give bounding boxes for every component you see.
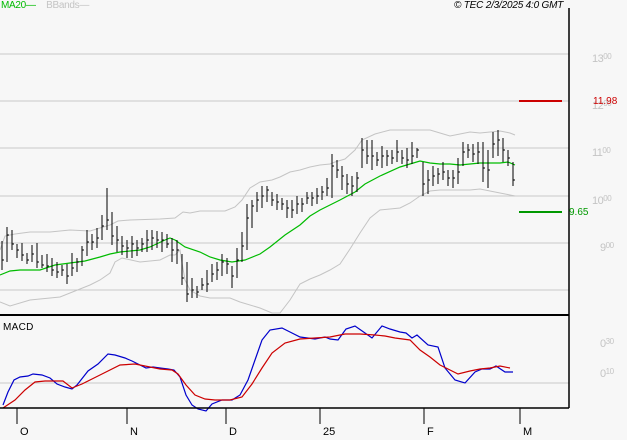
macd-axis-label-010: 010 <box>600 367 614 380</box>
macd-line <box>2 325 513 412</box>
x-axis-label-2025: 25 <box>323 426 336 438</box>
x-axis-label-oct: O <box>20 426 29 438</box>
macd-title: MACD <box>3 322 34 333</box>
legend-bbands: BBands— <box>46 0 90 11</box>
x-axis-ticks <box>16 408 521 424</box>
copyright-timestamp: © TEC 2/3/2025 4:0 GMT <box>454 0 564 11</box>
price-axis-label-1000: 1000 <box>592 194 612 207</box>
support-label: 9.65 <box>569 207 589 218</box>
x-axis-label-feb: F <box>427 426 434 438</box>
x-axis-label-nov: N <box>130 426 138 438</box>
price-gridlines <box>0 53 569 291</box>
resistance-label: 11.98 <box>593 96 618 107</box>
price-axis-label-1100: 1100 <box>592 146 611 159</box>
price-axis-label-1200: 1200 <box>592 99 612 112</box>
x-axis-label-dec: D <box>229 426 237 438</box>
price-axis-label-1300: 1300 <box>592 52 612 65</box>
macd-signal-line <box>2 333 511 409</box>
ma20-line <box>0 160 516 276</box>
legend-bbands-swatch: — <box>79 0 90 11</box>
price-axis-label-900: 900 <box>600 241 614 254</box>
x-axis-label-mar: M <box>523 426 533 438</box>
bollinger-bands <box>0 129 516 314</box>
price-bars <box>1 130 515 302</box>
legend-ma20: MA20 <box>1 0 26 11</box>
macd-axis-label-030: 030 <box>600 337 614 350</box>
legend-ma20-swatch: — <box>25 0 36 11</box>
chart-legend: MA20— BBands— <box>1 0 89 11</box>
